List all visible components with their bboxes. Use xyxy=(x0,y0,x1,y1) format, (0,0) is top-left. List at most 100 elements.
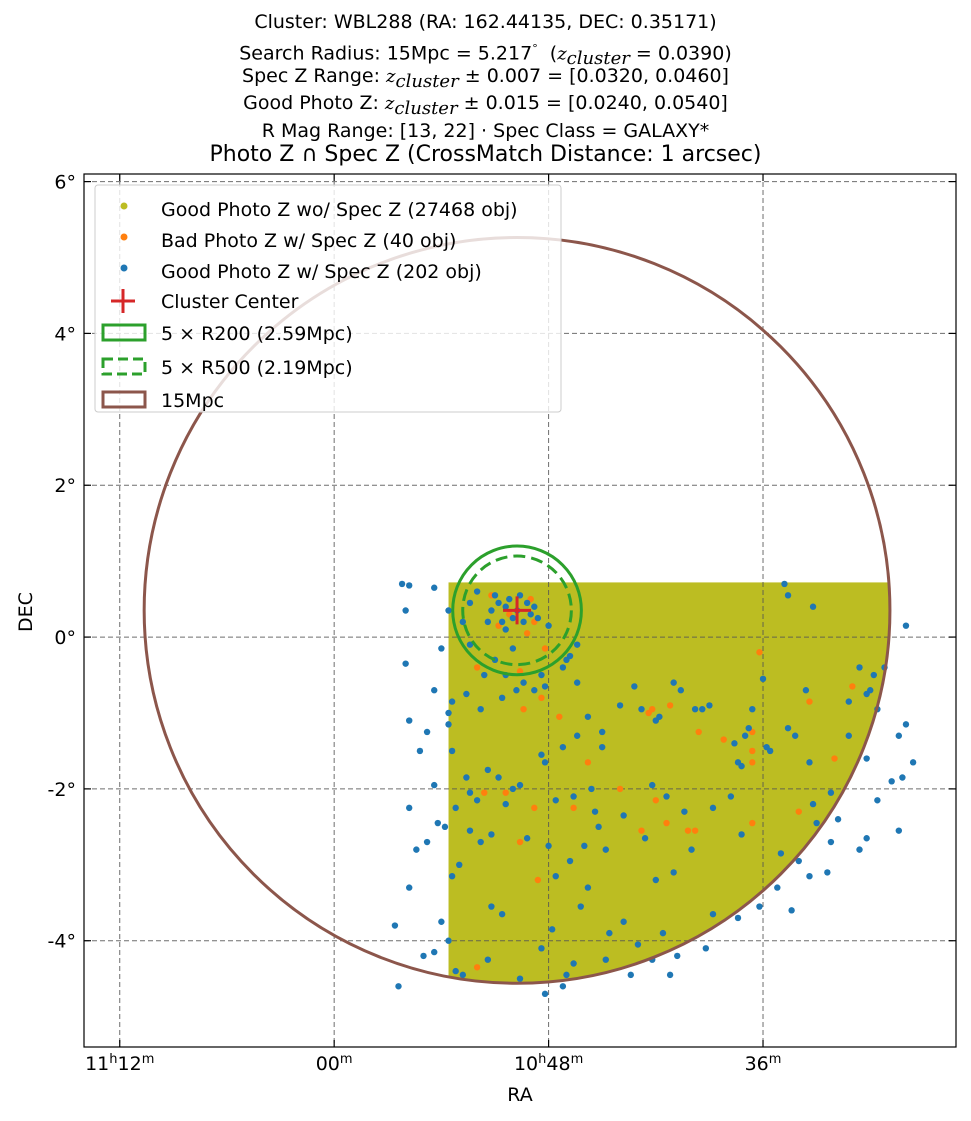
good-photo-spec-point xyxy=(802,687,810,694)
good-photo-spec-point xyxy=(538,671,545,679)
good-photo-spec-point xyxy=(527,611,534,618)
bad-photo-z-point xyxy=(520,705,527,713)
photo-z-label: Good Photo Z: xyxy=(243,92,385,114)
good-photo-spec-point xyxy=(727,793,735,800)
good-photo-spec-point xyxy=(749,705,756,713)
legend-marker-r500 xyxy=(101,357,147,376)
good-photo-spec-point xyxy=(659,929,667,937)
good-photo-spec-point xyxy=(824,869,831,876)
good-photo-spec-point xyxy=(598,743,606,751)
good-photo-spec-point xyxy=(827,838,835,846)
good-photo-spec-point xyxy=(641,835,649,842)
good-photo-spec-point xyxy=(491,592,499,599)
good-photo-spec-point xyxy=(420,952,427,960)
good-photo-spec-point xyxy=(541,683,549,690)
good-photo-spec-point xyxy=(488,831,495,838)
good-photo-spec-point xyxy=(681,808,688,815)
good-photo-spec-point xyxy=(495,599,502,607)
z-subscript: cluster xyxy=(566,48,630,70)
bad-photo-z-point xyxy=(570,804,577,812)
good-photo-spec-point xyxy=(570,960,577,967)
good-photo-spec-point xyxy=(445,709,452,717)
good-photo-spec-point xyxy=(466,827,474,834)
z-value: = 0.0390) xyxy=(629,42,732,65)
good-photo-spec-point xyxy=(888,778,895,785)
good-photo-spec-point xyxy=(520,618,527,626)
bad-photo-z-point xyxy=(684,827,692,834)
bad-photo-z-point xyxy=(649,705,656,713)
good-photo-spec-point xyxy=(448,747,456,755)
good-photo-spec-point xyxy=(759,675,767,683)
bad-photo-z-point xyxy=(516,838,524,846)
good-photo-spec-point xyxy=(477,838,484,846)
bad-photo-z-point xyxy=(516,668,524,675)
bad-photo-z-point xyxy=(531,804,538,812)
bad-photo-z-point xyxy=(541,645,549,652)
good-photo-spec-point xyxy=(459,618,467,626)
good-photo-spec-point xyxy=(691,705,699,713)
good-photo-spec-point xyxy=(834,816,842,823)
bad-photo-z-point xyxy=(695,728,702,736)
good-photo-spec-point xyxy=(595,823,602,831)
circle-r500 xyxy=(461,554,573,667)
good-photo-spec-point xyxy=(431,687,438,694)
good-photo-spec-point xyxy=(488,607,495,614)
good-photo-spec-point xyxy=(584,884,592,891)
good-photo-spec-point xyxy=(745,724,752,732)
x-tick-label: 36m xyxy=(745,1052,782,1075)
z-symbol: z xyxy=(384,93,395,114)
spec-z-label: Spec Z Range: xyxy=(242,65,387,87)
spec-z-range: ± 0.007 = [0.0320, 0.0460] xyxy=(458,65,729,87)
legend-marker-15mpc xyxy=(101,390,147,409)
good-photo-spec-point xyxy=(441,823,449,831)
good-photo-spec-point xyxy=(513,687,520,694)
good-photo-spec-point xyxy=(548,926,556,933)
good-photo-spec-point xyxy=(502,800,509,808)
good-photo-spec-point xyxy=(445,607,452,614)
good-photo-spec-point xyxy=(652,876,660,884)
legend: Good Photo Z wo/ Spec Z (27468 obj) Bad P… xyxy=(94,184,562,413)
bad-photo-z-point xyxy=(523,630,531,637)
bad-photo-z-point xyxy=(616,785,624,793)
good-photo-spec-point xyxy=(406,717,413,724)
good-photo-spec-point xyxy=(573,641,581,648)
good-photo-spec-point xyxy=(466,789,474,796)
good-photo-spec-point xyxy=(559,664,567,671)
good-photo-spec-point xyxy=(781,580,788,588)
cluster-center-marker xyxy=(503,596,532,625)
good-photo-spec-point xyxy=(777,850,785,857)
good-photo-spec-point xyxy=(545,842,552,850)
x-tick-label: 10h48m xyxy=(514,1052,583,1075)
x-axis-label: RA xyxy=(507,1084,532,1106)
good-photo-spec-point xyxy=(538,945,545,952)
good-photo-spec-point xyxy=(395,983,402,990)
legend-label: Good Photo Z w/ Spec Z (202 obj) xyxy=(161,261,482,283)
bad-photo-z-point xyxy=(638,827,645,834)
good-photo-spec-point xyxy=(774,884,781,891)
good-photo-z-fill xyxy=(448,582,890,984)
bad-photo-z-point xyxy=(538,694,545,701)
good-photo-spec-point xyxy=(709,804,717,812)
legend-box xyxy=(94,184,562,413)
plot-title: Photo Z ∩ Spec Z (CrossMatch Distance: 1… xyxy=(209,142,762,167)
legend-label: Good Photo Z wo/ Spec Z (27468 obj) xyxy=(161,199,518,221)
header-line-photo-z: Good Photo Z: zcluster ± 0.015 = [0.0240… xyxy=(0,91,971,122)
good-photo-spec-point xyxy=(481,671,488,679)
bad-photo-z-point xyxy=(795,808,802,815)
good-photo-spec-point xyxy=(791,732,799,739)
good-photo-spec-point xyxy=(620,918,627,925)
good-photo-spec-point xyxy=(902,622,910,629)
good-photo-spec-point xyxy=(631,683,638,690)
legend-label: 5 × R200 (2.59Mpc) xyxy=(161,323,353,345)
good-photo-spec-point xyxy=(870,671,878,679)
good-photo-spec-point xyxy=(670,679,677,686)
bad-photo-z-point xyxy=(481,789,488,796)
y-tick-label: 6° xyxy=(54,172,76,194)
good-photo-spec-point xyxy=(591,808,599,815)
axis-ticks: 11h12m 00m 10h48m 36m 6° 4° 2° 0° -2° -4° xyxy=(48,172,956,1075)
good-photo-spec-point xyxy=(795,857,802,865)
good-photo-spec-point xyxy=(498,618,506,626)
z-symbol: z xyxy=(386,66,396,87)
scatter-points xyxy=(391,580,917,998)
good-photo-spec-point xyxy=(895,827,903,834)
